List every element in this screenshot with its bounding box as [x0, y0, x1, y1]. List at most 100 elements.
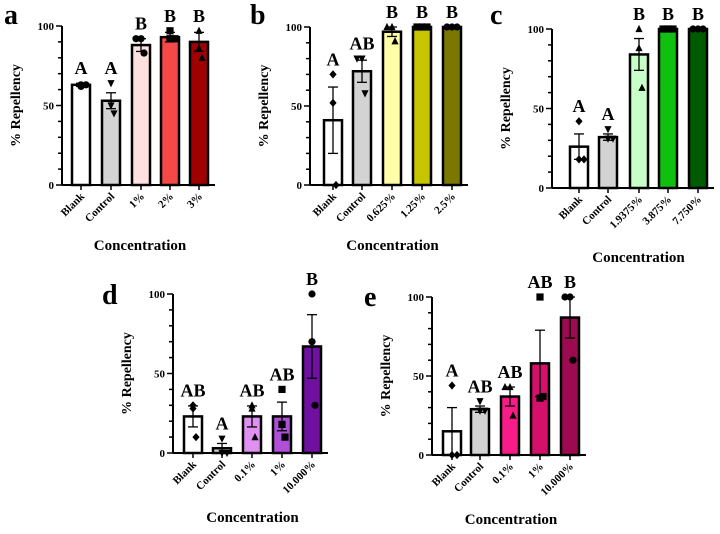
data-point: [659, 25, 667, 33]
significance-letter: B: [164, 6, 176, 26]
data-point: [604, 126, 612, 134]
x-axis-label: Concentration: [592, 250, 685, 266]
significance-letter: B: [662, 4, 674, 24]
data-point: [481, 407, 489, 415]
data-point: [418, 23, 426, 31]
significance-letter: AB: [269, 364, 294, 384]
data-point: [82, 81, 90, 89]
significance-letter: B: [135, 14, 147, 34]
significance-letter: B: [564, 272, 576, 292]
panel-label: d: [102, 280, 118, 311]
data-point: [353, 55, 361, 63]
x-tick-label: Control: [452, 461, 486, 495]
data-point: [539, 392, 547, 401]
bar: [381, 30, 403, 187]
x-axis-label: Concentration: [346, 238, 439, 254]
significance-letter: A: [602, 104, 615, 124]
significance-letter: AB: [467, 376, 492, 396]
data-point: [218, 435, 226, 443]
bar: [687, 27, 709, 190]
data-point: [140, 49, 148, 57]
panel-label: b: [250, 0, 266, 31]
x-axis-label: Concentration: [94, 238, 187, 254]
data-point: [575, 155, 583, 164]
data-point: [189, 404, 197, 413]
x-tick-label: 10.000%: [538, 461, 576, 499]
y-tick-label: 0: [419, 450, 425, 462]
y-tick-label: 100: [149, 289, 166, 301]
y-tick-label: 100: [38, 21, 55, 33]
x-tick-label: Control: [194, 459, 228, 493]
y-tick-label: 0: [539, 183, 545, 195]
data-point: [137, 35, 145, 43]
data-point: [536, 293, 544, 301]
x-tick-label: 10.000%: [280, 459, 318, 497]
bar: [441, 25, 463, 187]
y-axis-label: % Repellency: [499, 67, 514, 150]
panel-label: a: [4, 0, 18, 31]
data-point: [308, 338, 316, 346]
significance-letter: B: [416, 2, 428, 22]
data-point: [566, 293, 574, 301]
data-point: [388, 22, 396, 31]
data-point: [107, 80, 115, 88]
data-point: [383, 22, 391, 31]
y-axis-label: % Repellency: [257, 65, 272, 148]
y-tick-label: 50: [291, 101, 303, 113]
data-point: [609, 135, 617, 143]
data-point: [669, 25, 677, 33]
data-point: [699, 25, 707, 33]
significance-letter: AB: [349, 34, 374, 54]
x-axis-label: Concentration: [206, 510, 299, 526]
significance-letter: A: [216, 414, 229, 434]
x-axis-label: Concentration: [465, 512, 558, 528]
data-point: [561, 293, 569, 301]
data-point: [604, 135, 612, 143]
x-tick-label: 1%: [127, 191, 147, 211]
data-point: [453, 450, 461, 460]
significance-letter: B: [692, 4, 704, 24]
y-tick-label: 0: [297, 180, 303, 192]
data-point: [509, 411, 517, 419]
data-point: [391, 37, 399, 45]
bar: [411, 25, 433, 187]
data-point: [423, 23, 431, 31]
panel-label: e: [364, 282, 376, 313]
significance-letter: A: [446, 360, 459, 380]
x-tick-label: Control: [334, 191, 368, 225]
x-tick-label: 3.875%: [640, 194, 674, 228]
bar: [469, 407, 491, 457]
data-point: [358, 55, 366, 63]
data-point: [281, 433, 289, 441]
y-tick-label: 50: [154, 369, 166, 381]
significance-letter: A: [105, 58, 118, 78]
x-tick-label: 7.750%: [670, 194, 704, 228]
data-point: [198, 53, 206, 61]
data-point: [308, 290, 316, 298]
bar: [628, 53, 650, 190]
data-point: [77, 81, 85, 89]
bar: [100, 99, 122, 187]
y-tick-label: 100: [408, 292, 425, 304]
data-point: [443, 23, 451, 31]
significance-letter: B: [386, 2, 398, 22]
x-tick-label: 2%: [156, 191, 176, 211]
significance-letter: B: [633, 4, 645, 24]
x-tick-label: 0.1%: [232, 459, 258, 485]
x-tick-label: 3%: [185, 191, 205, 211]
data-point: [580, 155, 588, 164]
bar: [188, 40, 210, 187]
significance-letter: B: [446, 2, 458, 22]
data-point: [251, 433, 259, 441]
significance-letter: AB: [497, 362, 522, 382]
data-point: [664, 25, 672, 33]
bar: [70, 83, 92, 187]
x-tick-label: 2.5%: [432, 191, 458, 217]
data-point: [501, 382, 509, 391]
bar: [597, 135, 619, 190]
